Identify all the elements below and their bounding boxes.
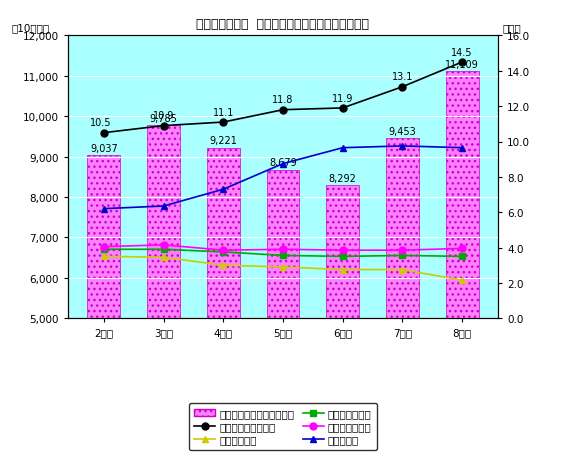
Text: 8,292: 8,292 [329, 173, 357, 183]
Legend: 情報通信産業の設備投資額, 情報通信産業シェア, 鉄鋼業シェア, 化学工業シェア, 輸送機械シェア, 電力シェア: 情報通信産業の設備投資額, 情報通信産業シェア, 鉄鋼業シェア, 化学工業シェア… [189, 403, 377, 450]
Text: 11,109: 11,109 [445, 60, 479, 70]
Bar [386, 139, 419, 455]
Text: 11.1: 11.1 [213, 107, 234, 117]
Text: 9,785: 9,785 [149, 113, 178, 123]
Bar [267, 170, 299, 455]
Bar [326, 186, 359, 455]
Bar [147, 126, 180, 455]
Text: 9,037: 9,037 [90, 143, 118, 153]
Text: 9,453: 9,453 [388, 126, 416, 136]
Bar [88, 156, 121, 455]
Text: 14.5: 14.5 [451, 48, 473, 57]
Text: 11.9: 11.9 [332, 93, 353, 103]
Text: 11.8: 11.8 [272, 95, 294, 105]
Text: （10億円）: （10億円） [12, 24, 50, 34]
Bar [207, 148, 240, 455]
Text: 10.5: 10.5 [90, 118, 112, 128]
Text: 8,679: 8,679 [269, 158, 297, 168]
Text: （％）: （％） [503, 24, 521, 34]
Bar [445, 72, 478, 455]
Text: 13.1: 13.1 [392, 72, 413, 82]
Text: 10.9: 10.9 [153, 111, 174, 121]
Text: 9,221: 9,221 [209, 136, 237, 146]
Title: 第２－１－４図  情報通信産業の設備投資額の推移: 第２－１－４図 情報通信産業の設備投資額の推移 [196, 18, 370, 31]
